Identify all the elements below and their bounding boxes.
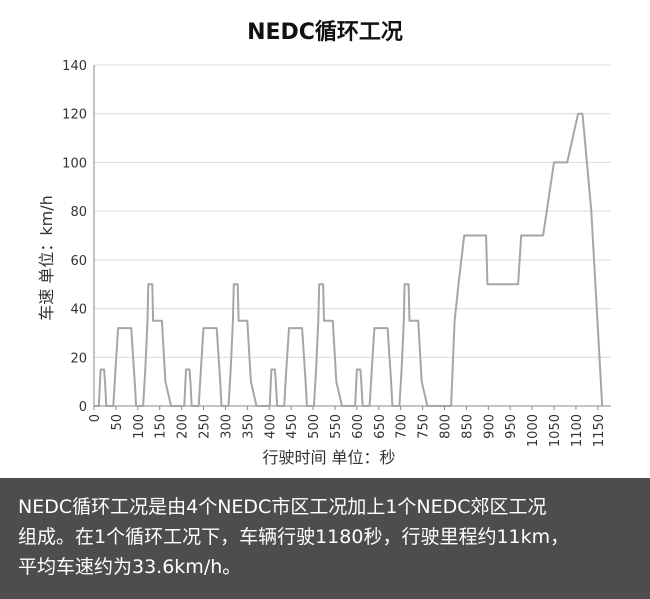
y-tick-label-5: 100 xyxy=(62,156,87,171)
x-tick-label-11: 550 xyxy=(329,414,344,439)
caption-box: NEDC循环工况是由4个NEDC市区工况加上1个NEDC郊区工况 组成。在1个循… xyxy=(0,478,650,599)
x-tick-label-2: 100 xyxy=(132,414,147,439)
chart-svg: 0 20 40 60 80 100 120 140 0 50 100 150 200 250 300 350 4… xyxy=(37,59,611,467)
x-tick-label-18: 900 xyxy=(482,414,497,439)
y-tick-label-0: 0 xyxy=(79,400,87,415)
x-tick-label-12: 600 xyxy=(351,414,366,439)
x-tick-label-22: 1100 xyxy=(570,414,585,447)
caption-line-1: NEDC循环工况是由4个NEDC市区工况加上1个NEDC郊区工况 xyxy=(18,496,547,518)
x-tick-label-20: 1000 xyxy=(526,414,541,447)
y-tick-label-1: 20 xyxy=(70,351,87,366)
x-tick-label-19: 950 xyxy=(504,414,519,439)
x-tick-label-7: 350 xyxy=(241,414,256,439)
x-tick-label-1: 50 xyxy=(110,414,125,431)
x-axis-label: 行驶时间 单位：秒 xyxy=(262,448,395,467)
y-tick-label-3: 60 xyxy=(70,254,87,269)
y-tick-label-7: 140 xyxy=(62,59,87,74)
x-tick-label-15: 750 xyxy=(417,414,432,439)
x-tick-label-3: 150 xyxy=(154,414,169,439)
x-tick-label-5: 250 xyxy=(198,414,213,439)
x-tick-label-16: 800 xyxy=(439,414,454,439)
series-layer xyxy=(94,112,604,407)
y-tick-label-6: 120 xyxy=(62,108,87,123)
caption-line-3: 平均车速约为33.6km/h。 xyxy=(18,556,242,578)
chart-title: NEDC循环工况 xyxy=(247,20,403,45)
x-tick-label-10: 500 xyxy=(307,414,322,439)
x-tick-label-17: 850 xyxy=(460,414,475,439)
x-tick-label-9: 450 xyxy=(285,414,300,439)
y-axis-label: 车速 单位：km/h xyxy=(37,195,56,320)
chart-area: NEDC循环工况 0 20 40 60 80 100 120 140 0 50 100 150 200 2… xyxy=(37,20,611,467)
x-tick-label-21: 1050 xyxy=(548,414,563,447)
caption-line-2: 组成。在1个循环工况下，车辆行驶1180秒，行驶里程约11km， xyxy=(18,526,570,548)
x-tick-label-8: 400 xyxy=(263,414,278,439)
x-tick-label-6: 300 xyxy=(219,414,234,439)
x-tick-label-4: 200 xyxy=(176,414,191,439)
x-tick-label-23: 1150 xyxy=(592,414,607,447)
y-tick-label-2: 40 xyxy=(70,303,87,318)
x-tick-label-13: 650 xyxy=(373,414,388,439)
x-tick-label-14: 700 xyxy=(395,414,410,439)
axis-layer: 0 20 40 60 80 100 120 140 0 50 100 150 200 250 300 350 4… xyxy=(62,59,607,447)
x-tick-label-0: 0 xyxy=(88,414,103,422)
speed-series-line xyxy=(94,112,604,407)
y-tick-label-4: 80 xyxy=(70,205,87,220)
